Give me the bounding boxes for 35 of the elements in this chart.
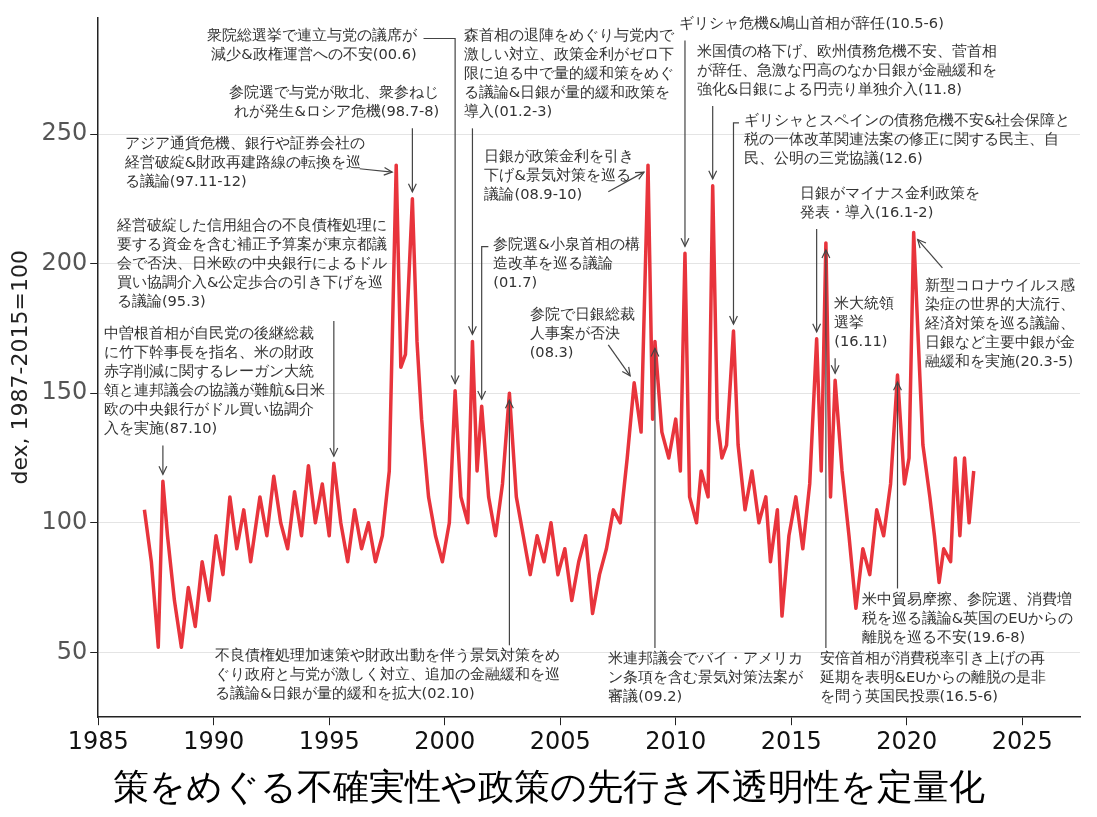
annotation: 米連邦議会でバイ・アメリカン条項を含む景気対策法案が審議(09.2) (608, 649, 805, 705)
annotation: 米中貿易摩擦、参院選、消費増税を巡る議論&英国のEUからの離脱を巡る不安(19.6-8) (861, 589, 1074, 645)
annotation: 米国債の格下げ、欧州債務危機不安、菅首相が辞任、急激な円高のなか日銀が金融緩和を強化&日銀による円売り単独介入(11.8) (696, 42, 997, 98)
annotation: 日銀が政策金利を引き下げ&景気対策を巡る議論(08.9-10) (484, 147, 635, 203)
x-tick-label: 2010 (645, 726, 707, 755)
annotation: 不良債権処理加速策や財政出動を伴う景気対策をめぐり政府と与党が激しく対立、追加の金融緩和を巡る議論&日銀が量的緩和を拡大(02.10) (215, 646, 561, 702)
y-tick-label: 150 (41, 377, 88, 406)
y-tick-label: 50 (56, 636, 88, 665)
y-tick-label: 200 (41, 247, 88, 276)
annotation: アジア通貨危機、銀行や証券会社の経営破綻&財政再建路線の転換を巡る議論(97.11-12) (123, 133, 365, 189)
annotation: 衆院総選挙で連立与党の議席が減少&政権運営への不安(00.6) (206, 26, 418, 63)
annotation: 米大統領選挙(16.11) (834, 294, 895, 350)
annotation: 安倍首相が消費税率引き上げの再延期を表明&EUからの離脱の是非を問う英国民投票(16.5-6) (818, 649, 1046, 705)
annotation: 森首相の退陣をめぐり与党内で激しい対立、政策金利がゼロ下限に迫る中で量的緩和策をめぐる議論&日銀が量的緩和政策を導入(01.2-3) (463, 26, 675, 120)
annotation: 参院で日銀総裁人事案が否決(08.3) (529, 305, 635, 361)
x-tick-label: 2000 (414, 726, 476, 755)
annotation: 経営破綻した信用組合の不良債権処理に要する資金を含む補正予算案が東京都議会で否決、日米欧の中央銀行によるドル買い協調介入&公定歩合の引き下げを巡る議論(95.3) (115, 216, 387, 310)
x-tick-label: 1990 (183, 726, 245, 755)
annotation: ギリシャとスペインの債務危機不安&社会保障と税の一体改革関連法案の修正に関する民主、自民、公明の三党協議(12.6) (743, 110, 1071, 166)
x-tick-label: 2015 (760, 726, 822, 755)
text: 策をめぐる不確実性や政策の先行き不透明性を定量化 (111, 765, 986, 809)
annotation: 日銀がマイナス金利政策を発表・導入(16.1-2) (799, 184, 980, 221)
x-tick-label: 2005 (529, 726, 591, 755)
annotation: 新型コロナウイルス感染症の世界的大流行、経済対策を巡る議論、日銀など主要中銀が金融緩和を実施(20.3-5) (923, 275, 1075, 369)
x-tick-label: 2020 (876, 726, 938, 755)
y-tick-label: 100 (41, 507, 88, 536)
x-tick-label: 1985 (67, 726, 129, 755)
x-tick-label: 2025 (991, 726, 1053, 755)
annotation: 中曽根首相が自民党の後継総裁に竹下幹事長を指名、米の財政赤字削減に関するレーガン大統領と連邦議会の協議が難航&日米欧の中央銀行がドル買い協調介入を実施(87.10) (104, 324, 326, 437)
annotation: ギリシャ危機&鳩山首相が辞任(10.5-6) (679, 14, 944, 32)
y-tick-label: 250 (41, 118, 88, 147)
annotation: 参院選で与党が敗北、衆参ねじれが発生&ロシア危機(98.7-8) (229, 83, 440, 120)
annotation: 参院選&小泉首相の構造改革を巡る議論(01.7) (493, 234, 640, 290)
x-tick-label: 1995 (298, 726, 360, 755)
y-axis-title: dex, 1987-2015=100 (6, 250, 32, 485)
